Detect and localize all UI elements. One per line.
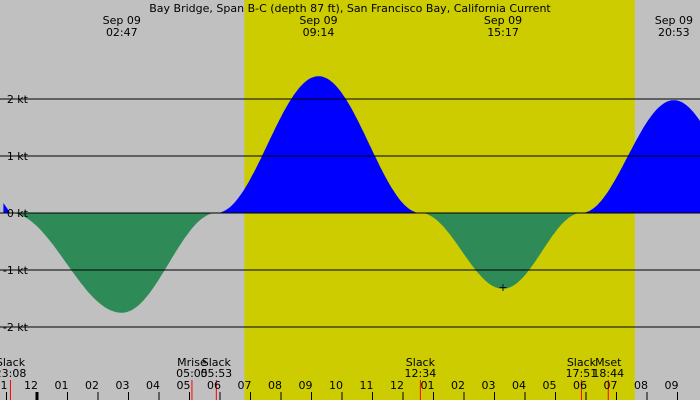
y-tick-label-0-kt: 0 kt [7,207,29,220]
hour-label-7: 06 [207,379,221,392]
y-tick-label-2-kt: 2 kt [7,93,29,106]
flood-area-2 [217,76,420,213]
hour-label-4: 03 [116,379,130,392]
chart-title: Bay Bridge, Span B-C (depth 87 ft), San … [149,2,551,15]
hour-label-2: 01 [55,379,69,392]
hour-label-9: 08 [268,379,282,392]
ebb-area-3 [421,213,580,289]
ebb-area-1 [11,213,216,313]
slack-event-label-3: Slack [567,356,597,369]
hour-label-15: 02 [451,379,465,392]
hour-label-16: 03 [482,379,496,392]
hour-label-17: 04 [512,379,526,392]
moon-event-label-5: Mset [595,356,622,369]
extremum-time-2: 15:17 [487,26,519,39]
hour-label-21: 08 [634,379,648,392]
hour-label-20: 07 [604,379,618,392]
slack-event-label-0: Slack [0,356,26,369]
flood-area-0 [3,203,10,213]
hour-label-0: 11 [0,379,8,392]
extremum-time-3: 20:53 [658,26,690,39]
y-tick-label-1-kt: 1 kt [7,150,29,163]
slack-event-time-2: 12:34 [405,367,437,380]
hour-label-12: 11 [360,379,374,392]
y-tick-label--1-kt: -1 kt [3,264,29,277]
moon-event-label-4: Mrise [177,356,207,369]
y-tick-label--2-kt: -2 kt [3,321,29,334]
extremum-date-0: Sep 09 [103,14,141,27]
slack-event-label-1: Slack [202,356,232,369]
hour-label-10: 09 [299,379,313,392]
hour-label-18: 05 [543,379,557,392]
hour-label-14: 01 [421,379,435,392]
hour-label-6: 05 [177,379,191,392]
extremum-marker: + [498,281,507,294]
extremum-date-3: Sep 09 [655,14,693,27]
flood-area-4 [581,100,700,213]
moon-event-time-5: 18:44 [592,367,624,380]
hour-label-19: 06 [573,379,587,392]
extremum-date-2: Sep 09 [484,14,522,27]
hour-label-22: 09 [665,379,679,392]
hour-label-11: 10 [329,379,343,392]
hour-label-5: 04 [146,379,160,392]
slack-event-label-2: Slack [406,356,436,369]
hour-label-3: 02 [85,379,99,392]
extremum-time-0: 02:47 [106,26,138,39]
extremum-date-1: Sep 09 [299,14,337,27]
hour-label-8: 07 [238,379,252,392]
hour-label-13: 12 [390,379,404,392]
slack-event-time-3: 17:51 [566,367,598,380]
slack-event-time-0: 23:08 [0,367,26,380]
slack-event-time-1: 05:53 [200,367,232,380]
hour-label-1: 12 [24,379,38,392]
moon-event-time-4: 05:05 [176,367,208,380]
extremum-time-1: 09:14 [303,26,335,39]
